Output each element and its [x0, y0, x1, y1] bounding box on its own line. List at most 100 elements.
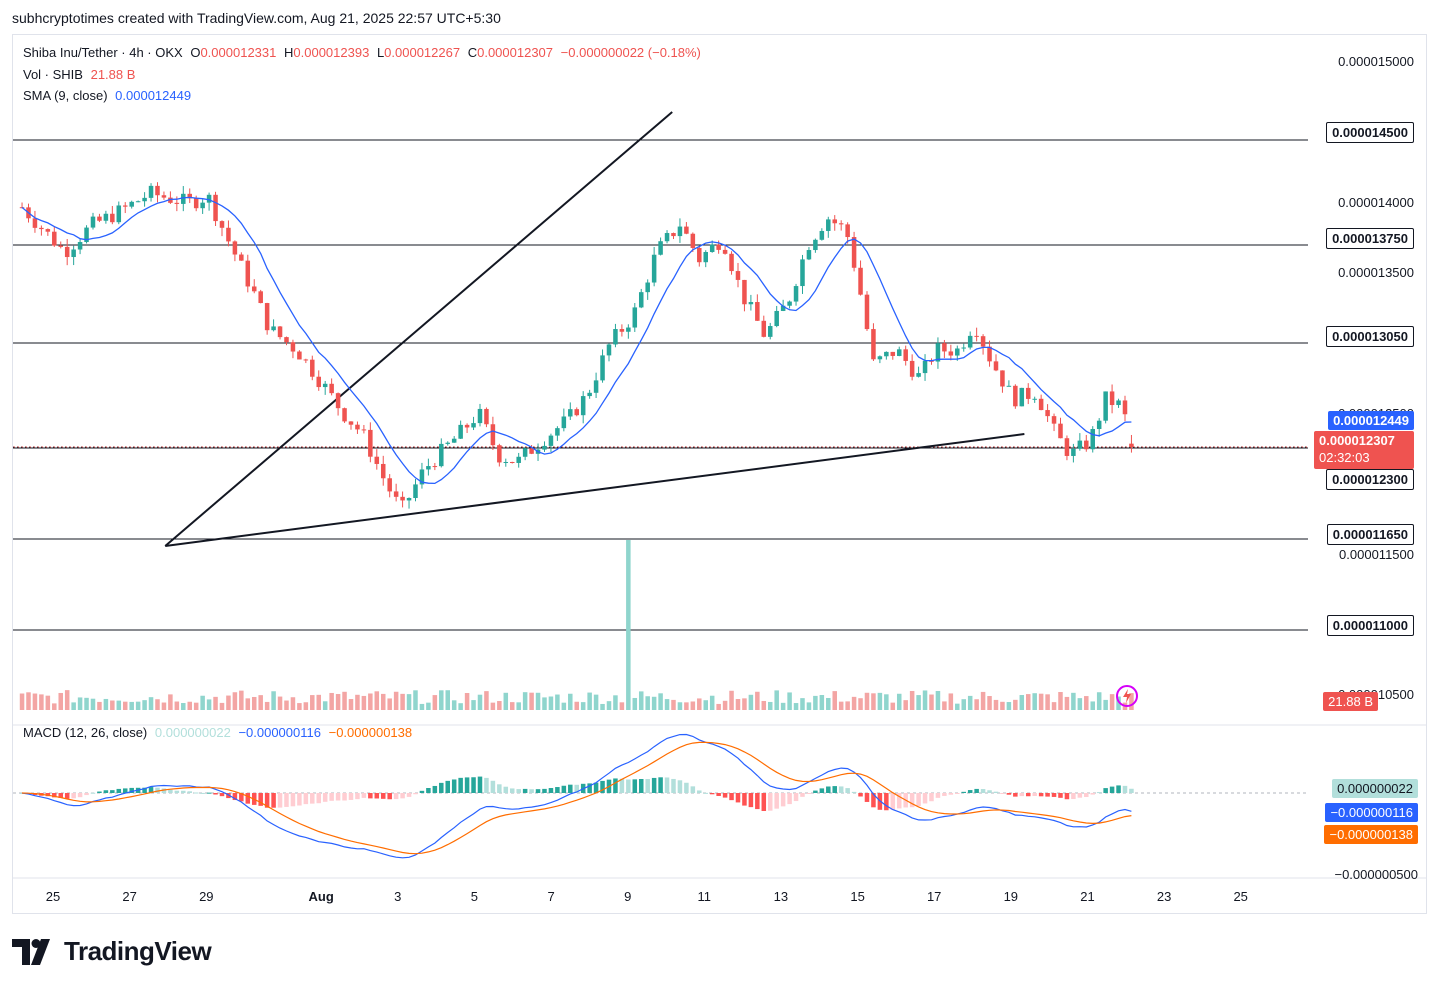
candle-body [561, 416, 567, 429]
volume-bar [484, 691, 489, 710]
macd-hist-bar [329, 793, 334, 801]
snapshot-icon[interactable] [1115, 684, 1139, 708]
sma-price-tag: 0.000012449 [1328, 411, 1414, 430]
candle-body [348, 421, 354, 425]
volume-bar [1051, 702, 1057, 710]
candle-body [39, 227, 44, 230]
candle-body [922, 360, 928, 374]
candle-body [832, 219, 837, 224]
macd-hist-bar [406, 793, 412, 797]
volume-bar [71, 702, 76, 710]
candle-body [580, 396, 586, 416]
legend-symbol[interactable]: Shiba Inu/Tether · 4h · OKX [23, 45, 183, 60]
tradingview-brand[interactable]: TradingView [12, 936, 212, 967]
candle-body [400, 496, 405, 501]
candle-body [239, 254, 244, 261]
candle-body [116, 205, 122, 223]
candle-body [310, 359, 315, 377]
volume-bar [826, 697, 831, 710]
volume-bar [1129, 693, 1134, 710]
candle-body [503, 461, 509, 463]
macd-hist-bar [664, 777, 670, 793]
macd-hist-bar [84, 793, 89, 796]
time-tick-label: 29 [199, 889, 213, 904]
volume-bar [426, 702, 431, 710]
candle-body [677, 226, 683, 237]
level-tag[interactable]: 0.000013750 [1326, 228, 1414, 249]
volume-bar [290, 697, 296, 710]
level-tag[interactable]: 0.000014500 [1326, 122, 1414, 143]
volume-bar [335, 694, 341, 710]
candle-body [322, 383, 328, 388]
macd-hist-bar [845, 788, 850, 793]
macd-hist-bar [516, 789, 521, 793]
candle-body [484, 408, 489, 425]
volume-bar [690, 701, 696, 710]
candle-body [651, 254, 657, 283]
volume-bar [355, 694, 360, 710]
volume-bar [987, 696, 992, 710]
macd-hist-bar [161, 788, 167, 793]
macd-hist-bar [858, 793, 863, 797]
price-tick: 0.000014000 [1338, 195, 1414, 210]
h-value: 0.000012393 [293, 45, 370, 60]
macd-hist-bar [871, 793, 876, 808]
volume-bar [1077, 698, 1083, 710]
macd-hist-bar [1045, 793, 1050, 797]
l-label: L [376, 45, 385, 60]
macd-hist-bar [142, 787, 147, 793]
volume-bar [432, 695, 438, 710]
candle-body [1058, 423, 1063, 439]
volume-bar [755, 691, 760, 710]
volume-bar [329, 692, 334, 710]
volume-bar [787, 692, 792, 710]
candle-body [671, 233, 676, 237]
candle-body [987, 346, 992, 362]
legend-sma[interactable]: SMA (9, close) 0.000012449 [23, 88, 195, 103]
legend-macd[interactable]: MACD (12, 26, close) 0.000000022 −0.0000… [23, 725, 416, 740]
volume-bar [1045, 694, 1050, 710]
volume-bars [19, 540, 1134, 710]
level-tag[interactable]: 0.000011650 [1326, 524, 1414, 545]
candle-body [935, 343, 941, 362]
volume-tag: 21.88 B [1323, 692, 1378, 711]
chart-canvas[interactable]: 25 27 29 Aug 3 5 7 9 11 13 15 17 19 21 23 25 [13, 35, 1426, 913]
candle-body [226, 227, 231, 242]
candle-body [45, 229, 51, 232]
macd-hist-bar [709, 793, 715, 795]
volume-bar [90, 698, 96, 710]
price-tick: 0.000015000 [1338, 54, 1414, 69]
signal-line [21, 741, 1132, 855]
macd-hist-bar [555, 787, 560, 793]
legend-volume[interactable]: Vol · SHIB 21.88 B [23, 67, 139, 82]
macd-hist-bar [400, 793, 405, 799]
macd-hist-bar [77, 793, 83, 798]
macd-hist-bar [909, 793, 915, 808]
candle-body [851, 237, 857, 268]
level-tag[interactable]: 0.000013050 [1326, 326, 1414, 347]
volume-bar [974, 699, 979, 710]
volume-bar [393, 691, 399, 710]
candle-body [909, 360, 915, 377]
macd-hist-bar [974, 788, 979, 793]
volume-bar [110, 700, 115, 710]
trendlines [164, 111, 1025, 547]
volume-bar [587, 692, 592, 710]
macd-hist-bar [1064, 793, 1070, 800]
volume-bar [361, 695, 367, 710]
volume-bar [439, 690, 444, 710]
volume-bar [232, 692, 238, 710]
vol-label: Vol · SHIB [23, 67, 83, 82]
volume-bar [451, 700, 457, 710]
volume-bar [1096, 692, 1102, 710]
chart-frame[interactable]: 25 27 29 Aug 3 5 7 9 11 13 15 17 19 21 23 25 Shiba Inu/… [12, 34, 1427, 914]
level-tag[interactable]: 0.000012300 [1326, 469, 1414, 490]
macd-hist-bar [90, 792, 96, 794]
level-tag[interactable]: 0.000011000 [1326, 615, 1414, 636]
c-label: C [467, 45, 478, 60]
candle-body [774, 310, 779, 327]
volume-bar [1090, 701, 1095, 710]
candle-body [729, 253, 734, 272]
candle-body [1051, 416, 1057, 424]
volume-bar [1006, 702, 1012, 710]
